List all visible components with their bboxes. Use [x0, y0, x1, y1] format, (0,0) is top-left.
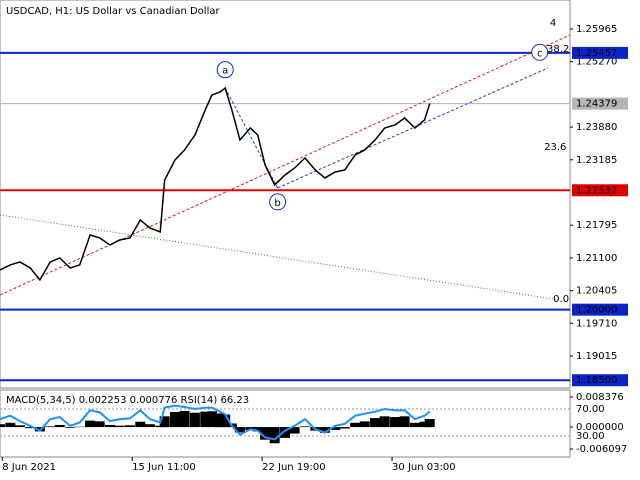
level-tag: [572, 46, 628, 59]
macd-bar: [399, 416, 410, 428]
macd-bar: [299, 426, 310, 428]
macd-bar: [0, 424, 5, 428]
level-label: 1.25457: [576, 48, 617, 59]
rsi-tick-label: 30.00: [576, 431, 605, 442]
macd-bar: [14, 425, 25, 428]
macd-bar: [94, 421, 105, 428]
rsi-line: [0, 404, 431, 441]
x-tick-label: 8 Jun 2021: [2, 462, 56, 473]
x-tick-label: 15 Jun 11:00: [132, 462, 196, 473]
macd-tick-label: -0.006097: [576, 444, 627, 455]
level-label: 1.20000: [576, 305, 617, 316]
macd-bar: [200, 411, 211, 428]
macd-bar: [54, 424, 65, 428]
macd-bar: [280, 427, 290, 438]
macd-bar: [135, 421, 146, 428]
macd-bar: [85, 420, 96, 428]
level-label: 1.18500: [576, 375, 617, 386]
macd-bar: [339, 427, 350, 429]
trend-line: [224, 87, 279, 189]
macd-bar: [215, 413, 226, 428]
macd-bar: [260, 427, 271, 440]
wave-circle: [216, 61, 234, 79]
y-tick-label: 1.21795: [576, 220, 617, 231]
macd-bar: [350, 422, 361, 428]
level-tag: [572, 303, 628, 316]
chart-title: USDCAD, H1: US Dollar vs Canadian Dollar: [6, 6, 220, 17]
level-label: 1.22537: [576, 185, 617, 196]
trend-line: [277, 67, 549, 189]
macd-bar: [419, 421, 430, 428]
macd-bar: [25, 427, 36, 429]
y-tick-label: 1.25965: [576, 24, 617, 35]
macd-bar: [390, 417, 401, 428]
macd-bar: [189, 412, 200, 428]
y-tick-label: 1.20405: [576, 286, 617, 297]
level-tag: [572, 184, 628, 197]
macd-bar: [220, 414, 231, 428]
y-tick-label: 1.25270: [576, 57, 617, 68]
current-price-tag: [572, 97, 628, 110]
macd-bar: [45, 426, 56, 428]
macd-tick-label: 0.000000: [576, 422, 624, 433]
annotation: 23.6: [544, 142, 566, 153]
y-tick-label: 1.23880: [576, 122, 617, 133]
macd-bar: [179, 410, 190, 428]
main-window: [0, 0, 571, 389]
macd-tick-label: 0.008376: [576, 392, 624, 403]
macd-bar: [319, 427, 330, 433]
macd-bar: [370, 418, 381, 428]
annotation: 4: [550, 18, 556, 29]
annotation: 38.2: [547, 44, 569, 55]
x-tick-label: 22 Jun 19:00: [262, 462, 326, 473]
macd-bar: [65, 427, 76, 428]
indicator-title: MACD(5,34,5) 0.002253 0.000776 RSI(14) 6…: [6, 395, 249, 406]
macd-bar: [359, 421, 370, 428]
macd-bar: [409, 422, 420, 428]
price-line: [0, 86, 431, 282]
y-tick-label: 1.21100: [576, 253, 617, 264]
wave-circle: [269, 193, 287, 211]
macd-bar: [159, 416, 170, 428]
macd-bar: [252, 427, 263, 432]
macd-bar: [105, 424, 116, 428]
macd-bar: [124, 425, 135, 428]
y-tick-label: 1.19710: [576, 318, 617, 329]
wave-circle: [531, 43, 549, 61]
macd-bar: [234, 427, 245, 433]
rsi-tick-label: 70.00: [576, 404, 605, 415]
annotation: b: [274, 198, 280, 209]
level-tag: [572, 374, 628, 387]
macd-bar: [114, 425, 125, 428]
annotation: a: [222, 66, 228, 77]
macd-bar: [169, 412, 180, 428]
current-price-label: 1.24379: [576, 99, 617, 110]
trend-line: [0, 34, 571, 296]
macd-bar: [289, 427, 300, 434]
annotation: c: [537, 48, 543, 59]
y-tick-label: 1.23185: [576, 155, 617, 166]
indicator-window: [0, 389, 571, 458]
trend-line: [0, 214, 560, 301]
annotation: 0.0: [553, 294, 569, 305]
macd-bar: [269, 427, 280, 444]
macd-bar: [5, 422, 16, 428]
macd-bar: [379, 416, 390, 428]
macd-bar: [144, 424, 155, 428]
x-tick-label: 30 Jun 03:00: [392, 462, 456, 473]
macd-bar: [330, 427, 341, 430]
y-tick-label: 1.19015: [576, 351, 617, 362]
macd-bar: [424, 418, 435, 428]
macd-bar: [206, 411, 217, 428]
